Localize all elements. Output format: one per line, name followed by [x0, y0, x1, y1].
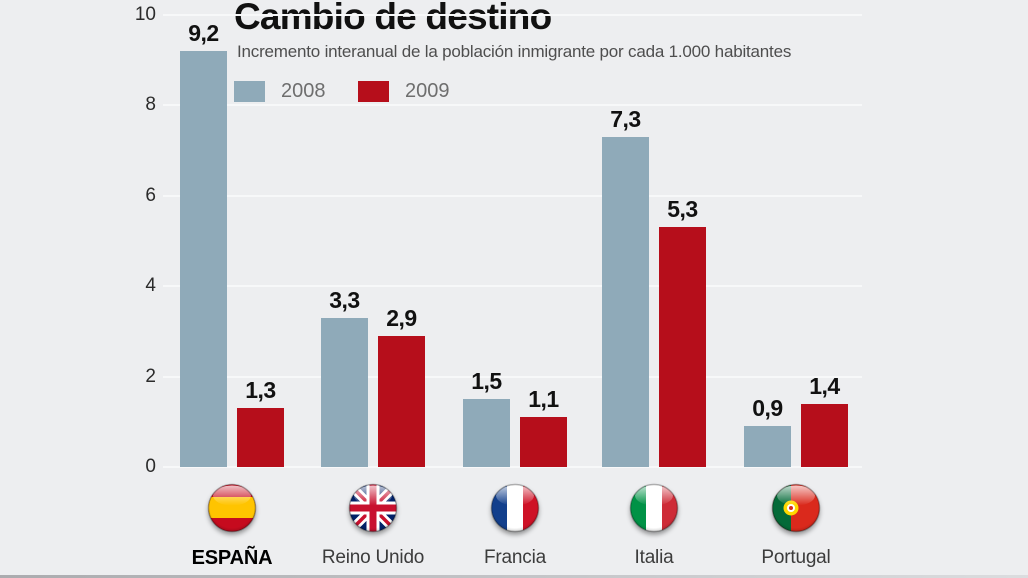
country-label-Reino Unido: Reino Unido [321, 547, 425, 568]
gridline-4 [163, 285, 862, 288]
bar-2008-Francia [463, 399, 510, 467]
bar-2008-ESPAÑA [180, 51, 227, 467]
bar-2009-Francia [520, 417, 567, 467]
bar-2008-Italia [602, 137, 649, 467]
flag-uk-icon [348, 483, 398, 533]
legend-swatch-2009 [358, 80, 389, 102]
value-label-2008-Reino Unido: 3,3 [329, 287, 360, 313]
chart-title: Cambio de destino [234, 0, 552, 37]
bottom-edge-divider [0, 575, 1028, 578]
legend-item-2009: 2009 [358, 80, 450, 102]
bar-2009-Portugal [801, 404, 848, 467]
gridline-2 [163, 375, 862, 378]
value-label-2009-ESPAÑA: 1,3 [245, 377, 276, 403]
gridline-8 [163, 104, 862, 107]
value-label-2009-Portugal: 1,4 [809, 373, 840, 399]
chart-subtitle: Incremento interanual de la población in… [237, 42, 792, 61]
country-label-Francia: Francia [484, 547, 546, 568]
value-label-2009-Reino Unido: 2,9 [386, 305, 417, 331]
legend-item-2008: 2008 [234, 80, 326, 102]
legend-swatch-2008 [234, 80, 265, 102]
value-label-2009-Francia: 1,1 [528, 386, 559, 412]
y-axis-tick-2: 2 [145, 365, 156, 387]
y-axis-tick-10: 10 [134, 4, 156, 25]
gridline-0 [163, 466, 862, 468]
y-axis-tick-8: 8 [145, 94, 156, 116]
value-label-2008-Francia: 1,5 [471, 368, 502, 394]
flag-portugal-icon [771, 483, 821, 533]
flag-spain-icon [207, 483, 257, 533]
y-axis-tick-6: 6 [145, 184, 156, 206]
country-label-Italia: Italia [634, 547, 674, 568]
value-label-2008-ESPAÑA: 9,2 [188, 20, 219, 46]
bar-2008-Reino Unido [321, 318, 368, 467]
gridline-10 [163, 14, 862, 16]
bar-2008-Portugal [744, 426, 791, 467]
y-axis-tick-0: 0 [145, 456, 156, 477]
legend-label-2008: 2008 [281, 79, 326, 102]
bar-2009-Reino Unido [378, 336, 425, 467]
gridline-6 [163, 194, 862, 197]
y-axis-tick-4: 4 [145, 275, 156, 297]
flag-italy-icon [629, 483, 679, 533]
country-label-ESPAÑA: ESPAÑA [191, 547, 273, 569]
bar-2009-Italia [659, 227, 706, 467]
flag-france-icon [490, 483, 540, 533]
legend-label-2009: 2009 [405, 79, 450, 102]
country-label-Portugal: Portugal [761, 547, 831, 568]
value-label-2008-Italia: 7,3 [610, 106, 641, 132]
bar-2009-ESPAÑA [237, 408, 284, 467]
value-label-2009-Italia: 5,3 [667, 196, 698, 222]
value-label-2008-Portugal: 0,9 [752, 395, 783, 421]
